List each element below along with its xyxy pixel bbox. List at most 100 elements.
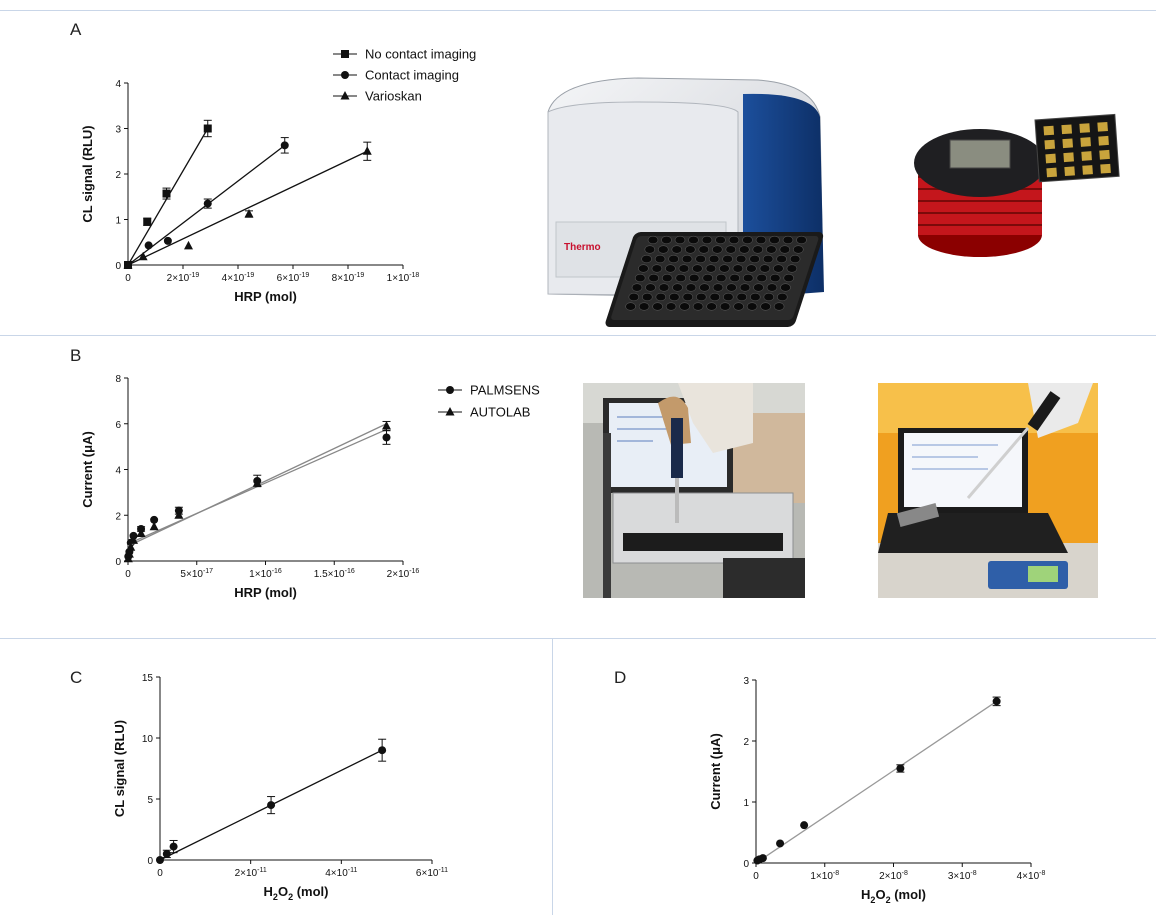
data-point-c-0-0 <box>156 856 164 864</box>
y-tick-label-c-3: 15 <box>142 673 154 684</box>
y-axis-label-d: Current (μA) <box>708 733 723 810</box>
y-tick-label-d-3: 3 <box>743 676 749 687</box>
x-tick-label-b-3: 1.5×10-16 <box>314 568 355 580</box>
y-tick-label-b-0: 0 <box>115 557 121 568</box>
legend-label-a-1: Contact imaging <box>365 68 459 83</box>
data-point-d-0-2 <box>758 854 767 863</box>
x-tick-label-c-1: 2×10-11 <box>235 867 267 879</box>
data-point-a-1-1 <box>144 241 153 250</box>
data-point-d-0-6 <box>992 697 1001 706</box>
x-axis-label-d: H2O2 (mol) <box>861 887 926 905</box>
x-axis-label-a: HRP (mol) <box>234 289 297 304</box>
y-tick-label-d-1: 1 <box>743 798 749 809</box>
y-axis-label-b: Current (μA) <box>80 431 95 508</box>
data-point-a-1-4 <box>280 141 289 150</box>
x-tick-label-b-1: 5×10-17 <box>180 568 213 580</box>
data-point-b-1-0 <box>123 553 133 563</box>
separator-ab <box>0 335 1156 336</box>
data-point-a-2-1 <box>138 251 148 261</box>
x-axis-label-b: HRP (mol) <box>234 585 297 600</box>
data-point-a-1-3 <box>203 199 212 208</box>
y-tick-label-a-1: 1 <box>115 216 121 227</box>
plate-reader-image: Thermo <box>528 72 828 334</box>
y-axis-label-c: CL signal (RLU) <box>112 720 127 817</box>
data-point-b-0-5 <box>150 515 159 524</box>
x-tick-label-a-2: 4×10-19 <box>222 272 255 284</box>
data-point-d-0-4 <box>800 821 809 830</box>
data-point-b-1-6 <box>174 510 184 519</box>
x-tick-label-a-3: 6×10-19 <box>277 272 310 284</box>
contact-imaging-device-image <box>905 105 1125 275</box>
panel-label-d: D <box>614 668 627 687</box>
y-tick-label-c-1: 5 <box>147 795 153 806</box>
chart-c: 0 2×10-11 4×10-11 6×10-11 0 5 10 15 H2O2 (mol) CL… <box>112 673 448 902</box>
y-tick-label-c-0: 0 <box>147 856 153 867</box>
thermo-brand-text: Thermo <box>564 242 601 253</box>
legend-marker-a-1 <box>341 71 349 79</box>
x-axis-label-c: H2O2 (mol) <box>264 884 329 902</box>
data-point-a-2-3 <box>244 209 254 218</box>
panel-label-b: B <box>70 346 82 365</box>
y-tick-label-c-2: 10 <box>142 734 154 745</box>
y-tick-label-a-4: 4 <box>115 79 121 90</box>
panel-label-c: C <box>70 668 83 687</box>
data-point-b-1-5 <box>149 521 159 531</box>
y-tick-label-a-3: 3 <box>115 125 121 136</box>
portable-potentiostat-photo <box>878 383 1098 598</box>
x-tick-label-a-5: 1×10-18 <box>387 272 420 284</box>
separator-top <box>0 10 1156 11</box>
data-point-a-0-3 <box>203 124 212 133</box>
chart-d: 0 1×10-8 2×10-8 3×10-8 4×10-8 0 1 2 3 H2O2 (mol) C… <box>708 676 1046 905</box>
y-tick-label-d-0: 0 <box>743 859 749 870</box>
data-point-c-0-1 <box>162 849 171 858</box>
y-tick-label-a-0: 0 <box>115 261 121 272</box>
data-point-d-0-3 <box>776 839 785 848</box>
x-tick-label-c-0: 0 <box>157 868 163 879</box>
data-point-b-1-4 <box>136 528 146 538</box>
data-point-b-1-3 <box>129 535 138 544</box>
legend-marker-a-2 <box>340 91 350 100</box>
x-tick-label-a-0: 0 <box>125 273 131 284</box>
y-tick-label-b-4: 8 <box>115 374 121 385</box>
x-tick-label-b-4: 2×10-16 <box>387 568 420 580</box>
y-tick-label-b-3: 6 <box>115 420 121 431</box>
x-tick-label-c-2: 4×10-11 <box>325 867 357 879</box>
data-point-c-0-3 <box>267 801 276 810</box>
legend-marker-a-0 <box>341 50 349 58</box>
x-tick-label-d-1: 1×10-8 <box>810 870 839 882</box>
chart-a: 0 2×10-19 4×10-19 6×10-19 8×10-19 1×10-18 0 1 2 3… <box>80 47 476 305</box>
x-tick-label-a-4: 8×10-19 <box>332 272 365 284</box>
data-point-b-1-8 <box>382 421 391 430</box>
chart-b: 0 5×10-17 1×10-16 1.5×10-16 2×10-16 0 2 4 6 8 HRP … <box>80 374 540 600</box>
legend-marker-b-1 <box>445 407 455 416</box>
legend-label-a-2: Varioskan <box>365 89 422 104</box>
data-point-b-1-2 <box>126 542 136 551</box>
x-tick-label-a-1: 2×10-19 <box>167 272 200 284</box>
fit-line-a-2 <box>127 150 368 266</box>
data-point-a-2-0 <box>123 260 133 269</box>
data-point-a-1-2 <box>163 236 172 245</box>
legend-label-b-1: AUTOLAB <box>470 405 530 420</box>
separator-cd <box>552 638 553 915</box>
y-tick-label-b-1: 2 <box>115 511 121 522</box>
data-point-c-0-4 <box>378 746 387 755</box>
legend-marker-b-0 <box>446 386 454 394</box>
separator-bc <box>0 638 1156 639</box>
x-tick-label-d-4: 4×10-8 <box>1017 870 1046 882</box>
y-axis-label-a: CL signal (RLU) <box>80 125 95 222</box>
legend-label-a-0: No contact imaging <box>365 47 476 62</box>
data-point-c-0-2 <box>169 842 178 851</box>
x-tick-label-d-0: 0 <box>753 871 759 882</box>
y-tick-label-a-2: 2 <box>115 170 121 181</box>
legend-label-b-0: PALMSENS <box>470 383 540 398</box>
data-point-b-0-8 <box>382 433 391 442</box>
data-point-b-1-1 <box>124 549 134 558</box>
x-tick-label-c-3: 6×10-11 <box>416 867 448 879</box>
data-point-a-2-4 <box>362 146 372 155</box>
y-tick-label-b-2: 4 <box>115 466 121 477</box>
x-tick-label-d-3: 3×10-8 <box>948 870 977 882</box>
data-point-a-0-1 <box>143 217 152 226</box>
x-tick-label-b-2: 1×10-16 <box>249 568 282 580</box>
x-tick-label-b-0: 0 <box>125 569 131 580</box>
data-point-b-1-7 <box>252 478 262 487</box>
